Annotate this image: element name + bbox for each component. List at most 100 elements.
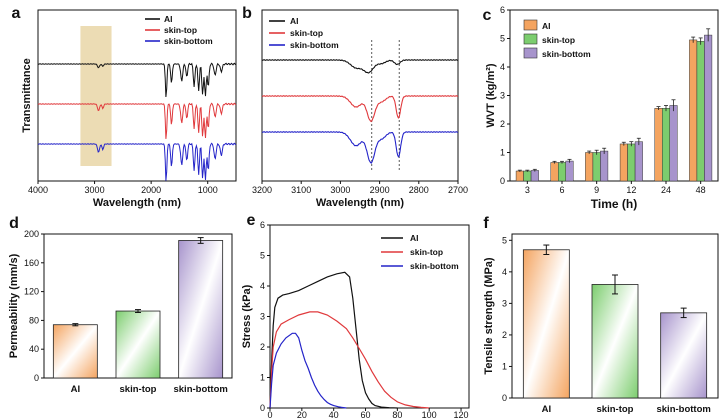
panel-b-xlabel: Wavelength (nm) [316,197,405,209]
panel-c-ylabel: WVT (kg/m²) [485,63,497,127]
panel-c-bar [558,162,566,182]
panel-c-bar [627,143,636,182]
panel-f-category-label: AI [542,404,552,415]
panel-c-ytick-label: 3 [500,91,505,101]
highlight-band [80,26,112,166]
panel-a-legend-label: skin-bottom [164,36,213,46]
panel-c-bar [669,105,678,182]
panel-c-bar [523,170,532,182]
panel-c-xtick-label: 3 [525,185,530,195]
panel-f-bar [522,249,570,399]
panel-d-ylabel: Permeability (mm/s) [8,253,20,358]
panel-f-ylabel: Tensile strength (MPa) [483,257,495,374]
panel-f-letter: f [483,215,489,232]
panel-d-category-label: skin-bottom [173,384,227,395]
panel-e-legend-label: AI [410,233,419,243]
panel-b-xtick-label: 3200 [252,185,272,195]
panel-c-bar [600,150,609,182]
panel-f-ytick-label: 5 [502,235,507,245]
panel-e-series-2 [269,332,347,409]
panel-b-xtick-label: 3000 [330,185,350,195]
panel-e-xtick-label: 20 [297,410,307,419]
panel-a-xtick-label: 2000 [141,185,161,195]
panel-b-legend-label: AI [290,16,299,26]
panel-e-series-1 [269,311,430,409]
panel-c-xtick-label: 9 [594,185,599,195]
panel-c-bar [619,143,628,182]
panel-e-ytick-label: 5 [260,251,265,261]
panel-c-ytick-label: 6 [500,5,505,15]
panel-a-series-2 [37,142,237,181]
panel-b-xtick-label: 2900 [370,185,390,195]
panel-a-xtick-label: 4000 [28,185,48,195]
panel-c-ytick-label: 0 [500,176,505,186]
panel-c-legend-swatch [523,19,538,31]
panel-e-legend-label: skin-top [410,247,443,257]
panel-a-xlabel: Wavelength (nm) [93,197,182,209]
panel-c-bar [662,108,670,182]
panel-d-ytick-label: 160 [24,258,39,268]
panel-c-bar [689,39,698,182]
panel-c-bar [654,108,663,182]
panel-e-xtick-label: 80 [392,410,402,419]
panel-a-legend-label: AI [164,14,173,24]
panel-d-category-label: skin-top [120,384,157,395]
panel-b-series-1 [261,95,459,123]
panel-d-ytick-label: 80 [29,315,39,325]
panel-c-bar [550,162,559,182]
panel-e-ylabel: Stress (kPa) [241,284,253,348]
panel-d-ytick-label: 0 [34,373,39,383]
panel-c-xtick-label: 6 [559,185,564,195]
panel-c-bar [592,152,601,182]
panel-a-series-1 [37,102,237,139]
panel-b-series-2 [261,131,459,164]
panel-c-xtick-label: 24 [661,185,671,195]
panel-c-xlabel: Time (h) [591,197,637,211]
panel-e-ytick-label: 3 [260,312,265,322]
panel-c-bar [530,170,539,182]
panel-f-ytick-label: 1 [502,361,507,371]
panel-b-series-0 [261,59,459,74]
panel-e-ytick-label: 4 [260,281,265,291]
panel-c-bar [704,34,713,182]
panel-f-ytick-label: 0 [502,393,507,403]
panel-c-bar [634,141,643,182]
panel-c-ytick-label: 5 [500,34,505,44]
panel-e-ytick-label: 6 [260,220,265,230]
panel-f-bar [591,284,639,399]
panel-c-xtick-label: 12 [626,185,636,195]
panel-c-legend-label: AI [542,21,551,31]
panel-e-xtick-label: 0 [267,410,272,419]
panel-e-letter: e [247,212,256,229]
panel-c-ytick-label: 1 [500,148,505,158]
panel-d-bar [115,310,161,379]
panel-e-legend-label: skin-bottom [410,261,459,271]
panel-a-ylabel: Transmittance [21,58,33,133]
panel-b-frame [261,9,459,182]
panel-c-bar [565,160,574,182]
panel-e-xtick-label: 60 [361,410,371,419]
panel-a-xtick-label: 1000 [198,185,218,195]
panel-c-bar [585,152,594,182]
panel-c-xtick-label: 48 [696,185,706,195]
panel-c-legend-label: skin-top [542,35,575,45]
panel-c-legend-swatch [523,33,538,45]
panel-c-ytick-label: 4 [500,62,505,72]
panel-f-ytick-label: 3 [502,298,507,308]
panel-b-xtick-label: 2700 [448,185,468,195]
panel-b-letter: b [242,5,252,22]
panel-f-ytick-label: 4 [502,267,507,277]
panel-a-xtick-label: 3000 [85,185,105,195]
panel-c-letter: c [483,7,492,24]
panel-d-ytick-label: 120 [24,287,39,297]
panel-f-bar [660,312,708,399]
panel-c-legend-swatch [523,47,538,59]
panel-c-legend-label: skin-bottom [542,49,591,59]
panel-f-ytick-label: 2 [502,330,507,340]
panel-e-xtick-label: 120 [454,410,469,419]
panel-e-ytick-label: 0 [260,403,265,413]
panel-c-bar [696,41,705,182]
panel-e-xtick-label: 40 [329,410,339,419]
panel-e-xtick-label: 100 [422,410,437,419]
